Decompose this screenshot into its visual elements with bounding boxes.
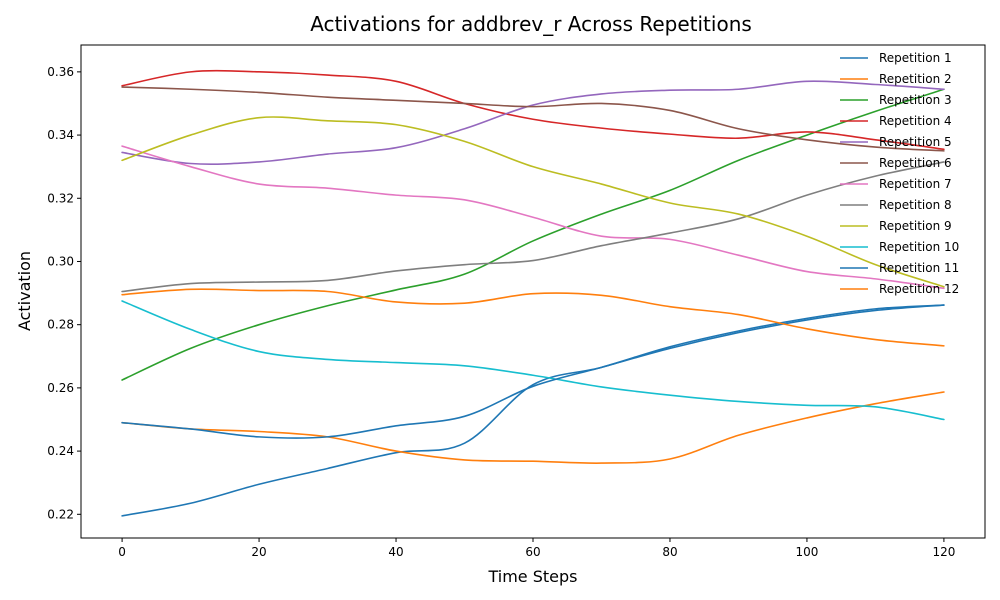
legend-entry-label: Repetition 12 [879,282,959,296]
legend-entry-label: Repetition 7 [879,177,952,191]
y-tick-label: 0.30 [47,254,74,268]
legend-entry-label: Repetition 3 [879,93,952,107]
series-line-repetition-3 [121,88,945,381]
chart-title: Activations for addbrev_r Across Repetit… [310,12,752,36]
series-line-repetition-1 [121,304,945,517]
y-tick-label: 0.36 [47,65,74,79]
x-tick-label: 120 [932,545,955,559]
legend-entry-label: Repetition 11 [879,261,959,275]
series-line-repetition-5 [121,80,945,165]
series-line-repetition-4 [121,69,945,151]
x-axis-label: Time Steps [487,567,577,586]
legend-entry-label: Repetition 2 [879,72,952,86]
y-tick-label: 0.34 [47,128,74,142]
legend-entry-label: Repetition 6 [879,156,952,170]
legend-entry-label: Repetition 5 [879,135,952,149]
series-line-repetition-6 [121,86,945,152]
legend-entry-label: Repetition 1 [879,51,952,65]
y-tick-label: 0.32 [47,191,74,205]
series-line-repetition-10 [121,300,945,421]
x-axis-ticks: 0 20 40 60 80 100 120 [118,538,955,559]
y-tick-label: 0.24 [47,444,74,458]
x-tick-label: 40 [388,545,403,559]
legend: Repetition 1 Repetition 2 Repetition 3 Repe… [840,51,959,296]
legend-entry-label: Repetition 10 [879,240,959,254]
series-line-repetition-8 [121,161,945,293]
y-axis-label: Activation [15,251,34,331]
series-line-repetition-12 [121,288,945,347]
y-tick-label: 0.26 [47,381,74,395]
y-tick-label: 0.22 [47,507,74,521]
legend-entry-label: Repetition 4 [879,114,952,128]
x-tick-label: 20 [251,545,266,559]
series-layer [121,69,945,517]
x-tick-label: 60 [525,545,540,559]
y-axis-ticks: 0.22 0.24 0.26 0.28 0.30 0.32 0.34 0.36 [47,65,81,521]
x-tick-label: 80 [662,545,677,559]
legend-entry-label: Repetition 9 [879,219,952,233]
series-line-repetition-9 [121,116,945,288]
x-tick-label: 0 [118,545,126,559]
series-line-repetition-2 [121,391,945,464]
series-line-repetition-11 [121,304,945,439]
x-tick-label: 100 [795,545,818,559]
series-line-repetition-7 [121,145,945,290]
legend-entry-label: Repetition 8 [879,198,952,212]
y-tick-label: 0.28 [47,318,74,332]
